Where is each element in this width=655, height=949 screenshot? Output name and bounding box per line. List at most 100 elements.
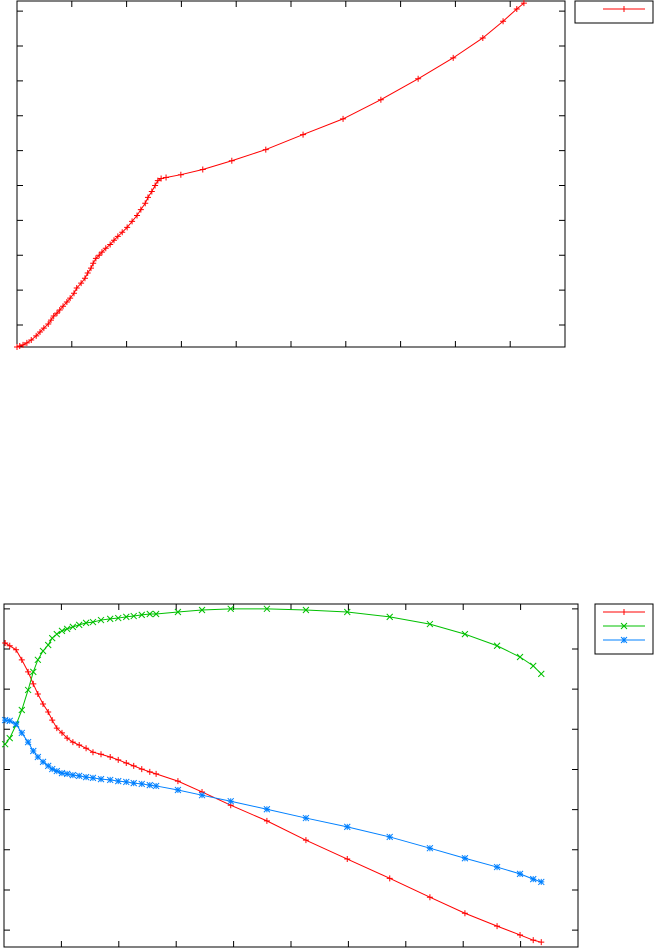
point-marker [153,770,160,777]
point-marker [83,745,90,752]
point-marker [82,619,90,627]
point-marker [461,854,469,862]
point-marker [28,337,35,344]
point-marker [174,778,181,785]
point-marker [58,729,65,736]
legend-swatch [603,636,645,644]
point-marker [1,716,9,724]
point-marker [146,781,154,789]
point-marker [114,614,122,622]
point-marker [96,252,103,259]
point-marker [516,870,524,878]
point-marker [122,613,130,621]
point-marker [114,233,121,240]
point-marker [70,290,77,297]
point-marker [426,620,434,628]
point-marker [97,616,105,624]
point-marker [137,206,144,213]
point-marker [177,171,184,178]
plot-frame [16,0,566,348]
legend-box [574,0,654,24]
point-marker [538,939,545,946]
point-marker [106,776,114,784]
legend-swatch [603,609,645,615]
point-marker [63,770,71,778]
point-marker [343,608,351,616]
point-marker [84,270,91,277]
point-marker [98,751,105,758]
point-marker [58,769,66,777]
point-marker [29,747,37,755]
point-marker [340,115,347,122]
series-line [4,642,542,943]
point-marker [154,177,161,184]
point-marker [461,630,469,638]
series-line [16,2,525,348]
point-marker [302,814,310,822]
point-marker [1,740,9,748]
point-marker [537,878,545,886]
point-marker [24,738,32,746]
point-marker [2,639,9,646]
point-marker [262,146,269,153]
plot-frame [3,603,579,948]
point-marker [89,618,97,626]
point-marker [152,182,159,189]
point-marker [343,823,351,831]
point-marker [386,875,393,882]
point-marker [106,615,114,623]
legend-swatch [603,622,645,630]
point-marker [138,611,146,619]
point-marker [493,642,501,650]
point-marker [48,765,56,773]
point-marker [494,923,501,930]
point-marker [76,741,83,748]
point-marker [461,910,468,917]
point-marker [516,653,524,661]
point-marker [75,621,83,629]
point-marker [174,786,182,794]
point-marker [110,237,117,244]
point-marker [6,642,13,649]
point-marker [130,779,138,787]
point-marker [134,212,141,219]
point-marker [69,771,77,779]
point-marker [25,668,32,675]
point-marker [75,772,83,780]
point-marker [50,312,57,319]
point-marker [102,245,109,252]
point-marker [39,647,47,655]
point-marker [144,194,151,201]
point-marker [263,805,271,813]
point-marker [89,774,97,782]
point-marker [18,706,26,714]
point-marker [53,767,61,775]
series-line [5,719,542,883]
point-marker [37,329,44,336]
point-marker [344,856,351,863]
point-marker [69,739,76,746]
point-marker [39,758,47,766]
point-marker [81,275,88,282]
point-marker [198,791,206,799]
point-marker [138,780,146,788]
point-marker [54,310,61,317]
point-marker [33,332,40,339]
point-marker [53,630,61,638]
point-marker [34,753,42,761]
point-marker [18,656,25,663]
point-marker [58,627,66,635]
point-marker [16,342,23,349]
point-marker [6,717,14,725]
point-marker [529,662,537,670]
point-marker [40,701,47,708]
point-marker [148,188,155,195]
point-marker [124,224,131,231]
point-marker [53,725,60,732]
point-marker [45,709,52,716]
point-marker [82,773,90,781]
point-marker [64,735,71,742]
point-marker [49,717,56,724]
point-marker [479,34,486,41]
